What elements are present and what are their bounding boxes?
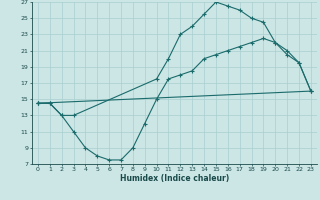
X-axis label: Humidex (Indice chaleur): Humidex (Indice chaleur) xyxy=(120,174,229,183)
